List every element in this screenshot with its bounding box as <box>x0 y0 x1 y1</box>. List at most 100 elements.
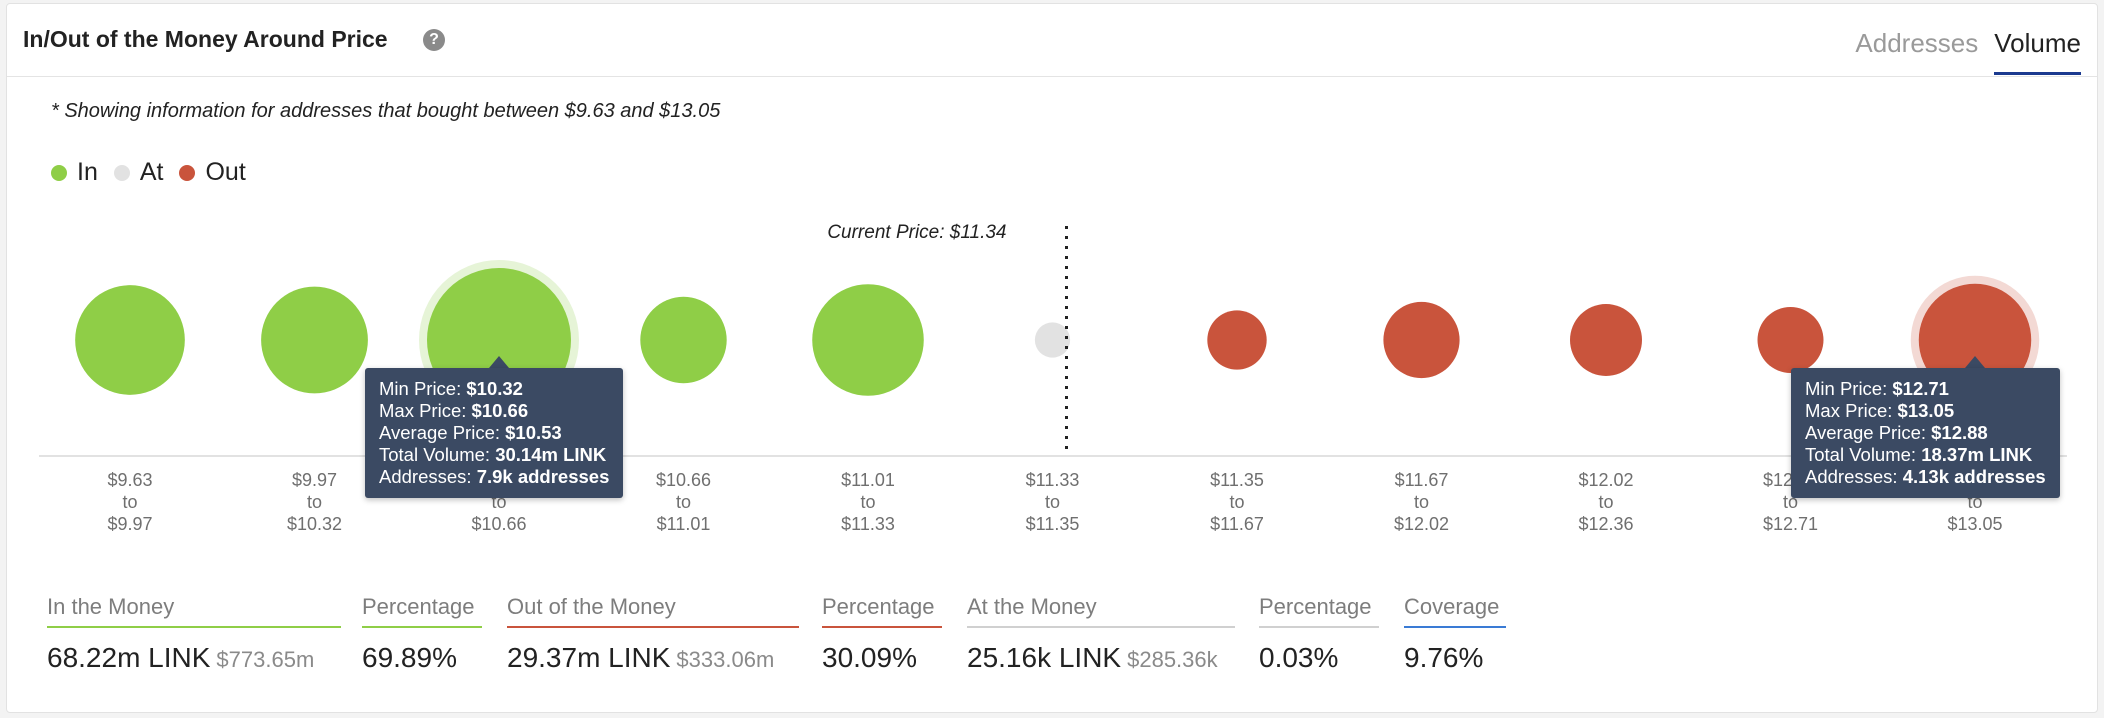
stat-column: Percentage 69.89% <box>362 594 482 674</box>
stat-value: 29.37m LINK $333.06m <box>507 642 775 673</box>
stat-value: 25.16k LINK $285.36k <box>967 642 1218 673</box>
legend-dot-at-icon <box>113 164 130 181</box>
bubble-in[interactable] <box>812 284 924 396</box>
x-tick-label: $11.67 <box>1395 470 1449 490</box>
x-tick-label: to <box>122 492 137 512</box>
tooltip-value: $12.71 <box>1892 378 1949 399</box>
bubble-at[interactable] <box>1034 322 1071 358</box>
tooltip-label: Max Price: <box>379 400 472 421</box>
stat-sub-value: $333.06m <box>676 647 775 672</box>
x-tick-label: $13.05 <box>1947 514 2002 534</box>
tab-addresses[interactable]: Addresses <box>1855 28 1979 58</box>
x-tick-label: to <box>1229 492 1244 512</box>
help-icon[interactable]: ? <box>423 29 445 51</box>
tooltip-value: 7.9k addresses <box>476 466 610 487</box>
bubble-out[interactable] <box>1383 301 1460 379</box>
tooltip-label: Average Price: <box>1805 422 1932 443</box>
x-tick-label: $11.33 <box>1026 470 1080 490</box>
stat-column: Out of the Money 29.37m LINK $333.06m <box>507 594 799 674</box>
tooltip-label: Addresses: <box>1805 466 1903 487</box>
bubble-in[interactable] <box>640 296 727 384</box>
x-tick-label: $10.66 <box>656 470 711 490</box>
iomap-card: In/Out of the Money Around Price ? Addre… <box>6 3 2098 713</box>
legend-item-out[interactable]: Out <box>179 158 246 187</box>
tooltip-value: $10.32 <box>466 378 523 399</box>
tooltip-row: Max Price: $10.66 <box>379 400 609 422</box>
bubble-out[interactable] <box>1757 307 1824 373</box>
range-note: * Showing information for addresses that… <box>51 100 721 122</box>
x-tick-label: to <box>1598 492 1613 512</box>
x-tick-label: $9.97 <box>292 470 337 490</box>
tooltip-label: Max Price: <box>1805 400 1898 421</box>
tooltip-label: Min Price: <box>379 378 467 399</box>
tooltip-value: 30.14m LINK <box>495 444 607 465</box>
stat-label: Out of the Money <box>507 594 799 628</box>
x-tick-label: $11.33 <box>841 514 895 534</box>
bubble-out[interactable] <box>1570 304 1642 376</box>
tab-volume[interactable]: Volume <box>1994 24 2081 75</box>
legend-label-in: In <box>77 158 98 186</box>
legend-dot-out-icon <box>179 164 196 181</box>
stat-column: Percentage 0.03% <box>1259 594 1379 674</box>
bubble-in[interactable] <box>75 285 185 395</box>
x-tick-label: $12.36 <box>1578 514 1633 534</box>
stat-column: Percentage 30.09% <box>822 594 942 674</box>
stat-column: At the Money 25.16k LINK $285.36k <box>967 594 1235 674</box>
x-tick-label: $11.35 <box>1210 470 1264 490</box>
stat-value: 68.22m LINK $773.65m <box>47 642 315 673</box>
tooltip-value: 4.13k addresses <box>1902 466 2046 487</box>
legend-dot-in-icon <box>51 164 67 181</box>
tooltip-label: Average Price: <box>379 422 506 443</box>
tooltip-value: $10.66 <box>471 400 529 421</box>
legend-item-at[interactable]: At <box>113 158 163 187</box>
tooltip-label: Min Price: <box>1805 378 1893 399</box>
stat-label: In the Money <box>47 594 341 628</box>
tooltip-row: Addresses: 4.13k addresses <box>1805 466 2046 488</box>
tooltip-row: Average Price: $10.53 <box>379 422 609 444</box>
x-tick-label: $11.01 <box>841 470 895 490</box>
bubble-in[interactable] <box>261 286 368 394</box>
stat-sub-value: $285.36k <box>1127 647 1218 672</box>
stat-column: Coverage 9.76% <box>1404 594 1506 674</box>
current-price-label: Current Price: $11.34 <box>827 222 1006 243</box>
tooltip-value: $10.53 <box>505 422 562 443</box>
x-tick-label: $12.02 <box>1578 470 1633 490</box>
stat-column: In the Money 68.22m LINK $773.65m <box>47 594 341 674</box>
x-tick-label: $12.02 <box>1394 514 1449 534</box>
x-tick-label: $11.67 <box>1210 514 1264 534</box>
x-tick-label: to <box>860 492 875 512</box>
tooltip-label: Total Volume: <box>1805 444 1922 465</box>
tooltip-label: Addresses: <box>379 466 477 487</box>
stat-label: At the Money <box>967 594 1235 628</box>
tooltip-row: Total Volume: 18.37m LINK <box>1805 444 2046 466</box>
x-tick-label: to <box>1414 492 1429 512</box>
tooltip-row: Min Price: $12.71 <box>1805 378 2046 400</box>
tooltip-value: $13.05 <box>1897 400 1955 421</box>
stat-value: 30.09% <box>822 642 917 673</box>
x-tick-label: $9.97 <box>107 514 152 534</box>
legend-item-in[interactable]: In <box>51 158 98 187</box>
x-tick-label: $11.01 <box>657 514 711 534</box>
bubble-tooltip: Min Price: $10.32 Max Price: $10.66 Averag… <box>365 368 624 498</box>
view-tabs: Addresses Volume <box>1855 24 2081 76</box>
card-title: In/Out of the Money Around Price <box>23 26 388 52</box>
tooltip-row: Average Price: $12.88 <box>1805 422 2046 444</box>
x-tick-label: to <box>1045 492 1060 512</box>
x-tick-label: $12.71 <box>1763 514 1818 534</box>
tooltip-pointer <box>489 356 509 368</box>
stat-label: Percentage <box>822 594 942 628</box>
legend-label-out: Out <box>205 158 246 186</box>
tooltip-pointer <box>1965 356 1985 368</box>
x-tick-label: to <box>307 492 322 512</box>
stat-label: Percentage <box>1259 594 1379 628</box>
bubble-tooltip: Min Price: $12.71 Max Price: $13.05 Averag… <box>1791 368 2060 498</box>
bubble-out[interactable] <box>1207 310 1267 370</box>
tooltip-row: Max Price: $13.05 <box>1805 400 2046 422</box>
x-tick-label: $11.35 <box>1026 514 1080 534</box>
card-header: In/Out of the Money Around Price ? Addre… <box>7 4 2097 77</box>
stat-label: Percentage <box>362 594 482 628</box>
tooltip-value: $12.88 <box>1931 422 1988 443</box>
chart-legend: In At Out <box>51 158 262 187</box>
tooltip-row: Addresses: 7.9k addresses <box>379 466 609 488</box>
stat-value: 69.89% <box>362 642 457 673</box>
